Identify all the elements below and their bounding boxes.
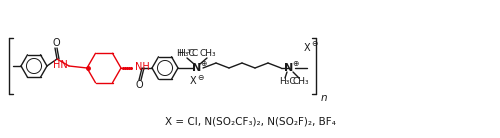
Text: X: X [190, 76, 196, 86]
Text: N: N [192, 63, 202, 73]
Text: NH: NH [135, 62, 150, 72]
Text: HN: HN [53, 60, 68, 70]
Text: 3: 3 [187, 49, 191, 54]
Text: CH₃: CH₃ [292, 78, 310, 87]
Text: H: H [176, 50, 183, 59]
Text: ⊖: ⊖ [311, 39, 317, 48]
Text: n: n [321, 93, 328, 103]
Text: ⊖: ⊖ [197, 74, 203, 83]
Text: CH₃: CH₃ [200, 50, 216, 59]
Text: O: O [52, 38, 60, 48]
Text: X: X [304, 43, 310, 53]
Text: H₃C: H₃C [178, 50, 194, 59]
Text: ⊕: ⊕ [292, 59, 298, 67]
Text: N: N [284, 63, 294, 73]
Text: C: C [191, 50, 197, 59]
Text: H₃C: H₃C [278, 78, 295, 87]
Text: X = Cl, N(SO₂CF₃)₂, N(SO₂F)₂, BF₄: X = Cl, N(SO₂CF₃)₂, N(SO₂F)₂, BF₄ [164, 116, 336, 126]
Text: O: O [135, 80, 143, 90]
Text: ⊕: ⊕ [200, 59, 206, 67]
